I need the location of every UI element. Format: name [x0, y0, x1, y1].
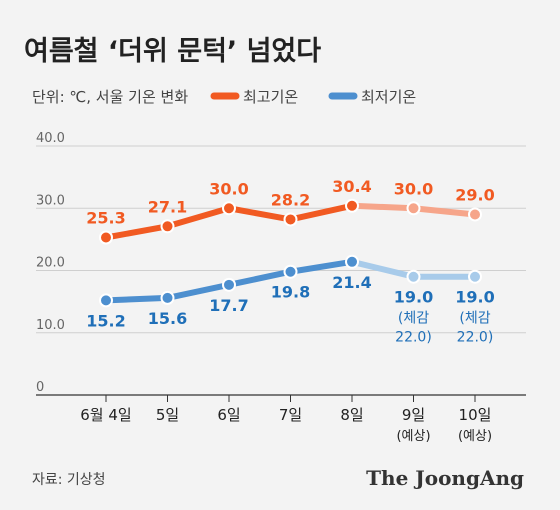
data-label: 19.0: [394, 288, 433, 307]
y-axis: 0 10.0 20.0 30.0 40.0: [36, 131, 65, 395]
data-label: 19.0: [455, 288, 494, 307]
legend: 최고기온 최저기온: [210, 88, 416, 106]
data-point: [160, 219, 175, 234]
data-note: (체감: [459, 311, 490, 327]
x-tick-note: (예상): [396, 429, 430, 444]
data-label: 30.0: [394, 179, 433, 198]
data-label: 27.1: [148, 197, 187, 216]
x-tick-label: 6월 4일: [80, 406, 131, 424]
legend-label-max: 최고기온: [243, 88, 298, 106]
data-point: [345, 254, 359, 269]
legend-label-min: 최저기온: [361, 88, 416, 106]
series-layer: 25.3 27.1 30.0 28.2 30.4 30.0 29.0 15.2 15.6 17.7…: [86, 177, 494, 346]
data-point: [468, 269, 482, 284]
x-tick-label: 9일: [402, 406, 425, 424]
data-label: 17.7: [209, 296, 248, 315]
series-min-temp: 15.2 15.6 17.7 19.8 21.4 19.0 (체감 22.0) 19.0 (체감 2…: [86, 254, 495, 346]
x-tick-label: 8일: [340, 406, 363, 424]
data-point: [160, 290, 175, 305]
data-label: 25.3: [86, 209, 125, 228]
series-max-temp: 25.3 27.1 30.0 28.2 30.4 30.0 29.0: [86, 177, 495, 245]
data-label: 28.2: [271, 190, 310, 209]
y-tick-label: 0: [36, 380, 44, 395]
data-point: [99, 293, 113, 308]
brand-logo: The JoongAng: [366, 466, 524, 490]
data-point: [345, 198, 359, 213]
data-note: (체감: [398, 311, 429, 327]
data-point: [468, 207, 482, 222]
x-tick-label: 10일: [459, 406, 492, 424]
unit-label: 단위: ℃, 서울 기온 변화: [32, 88, 188, 106]
data-label: 15.6: [148, 309, 187, 328]
x-tick-label: 6일: [217, 406, 240, 424]
data-point: [99, 230, 113, 245]
gridlines: [36, 145, 526, 396]
source-note: 자료: 기상청: [32, 472, 106, 488]
data-label: 29.0: [455, 185, 494, 204]
x-tick-label: 5일: [156, 406, 179, 424]
data-label: 21.4: [332, 273, 371, 292]
chart-title: 여름철 ‘더위 문턱’ 넘었다: [24, 36, 321, 67]
data-label: 30.4: [332, 177, 371, 196]
x-axis: 6월 4일 5일 6일 7일 8일 9일 (예상) 10일 (예상): [80, 395, 492, 444]
y-tick-label: 30.0: [36, 193, 65, 208]
data-label: 15.2: [86, 311, 125, 330]
data-note: 22.0): [457, 330, 494, 346]
data-point: [406, 269, 421, 284]
y-tick-label: 20.0: [36, 256, 65, 271]
data-point: [406, 201, 421, 216]
x-tick-note: (예상): [458, 429, 492, 444]
data-note: 22.0): [395, 330, 432, 346]
x-tick-label: 7일: [279, 406, 302, 424]
y-tick-label: 10.0: [36, 318, 65, 333]
data-point: [222, 201, 236, 216]
data-point: [222, 277, 236, 292]
data-point: [283, 212, 298, 227]
data-label: 19.8: [271, 283, 310, 302]
data-point: [283, 264, 298, 279]
data-label: 30.0: [209, 179, 248, 198]
y-tick-label: 40.0: [36, 131, 65, 146]
